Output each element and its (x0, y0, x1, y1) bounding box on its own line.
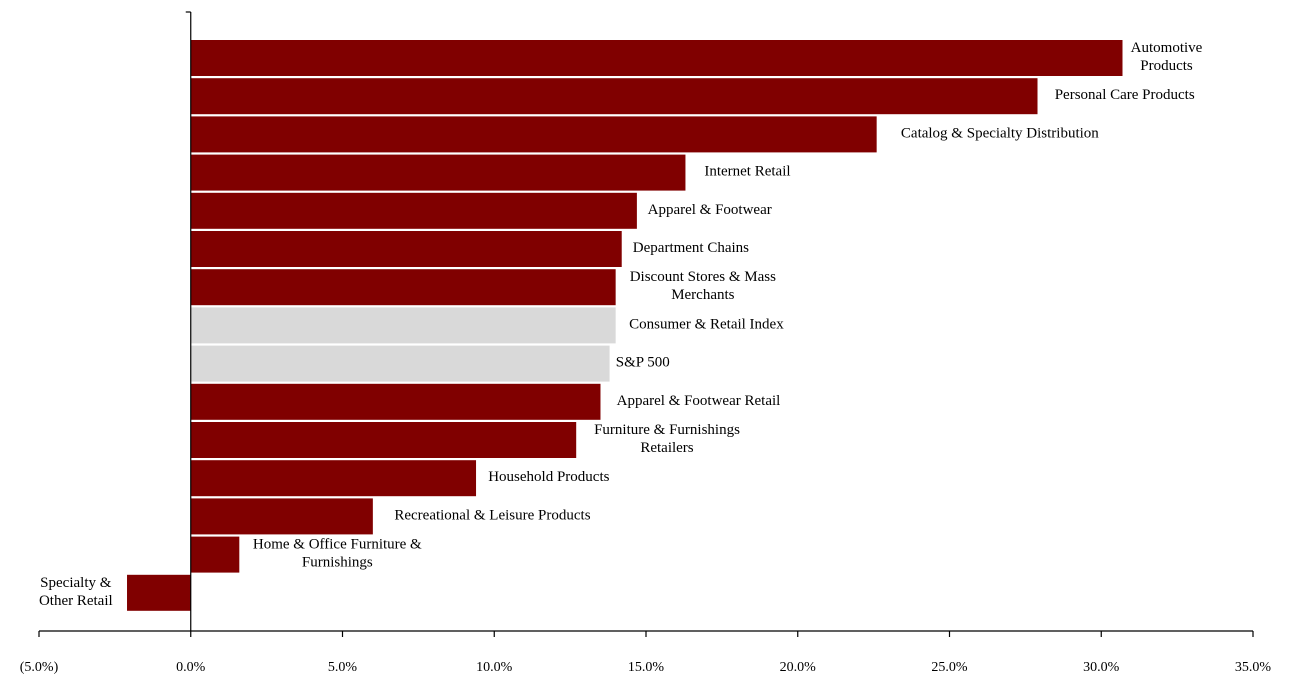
bar-3 (190, 116, 877, 153)
category-label-2: Personal Care Products (1055, 88, 1195, 104)
category-label-9: S&P 500 (616, 355, 670, 371)
x-axis: (5.0%) 0.0% 5.0% 10.0% 15.0% 20.0% 25.0% 30.0% 3… (20, 11, 1272, 675)
x-tick-label-8: 35.0% (1235, 660, 1272, 675)
category-label-8: Consumer & Retail Index (629, 317, 784, 333)
category-label-1: Automotive Products (1131, 40, 1203, 74)
x-tick-label-4: 15.0% (628, 660, 665, 675)
bar-5 (190, 192, 637, 229)
category-label-10: Apparel & Footwear Retail (617, 393, 781, 409)
bar-15 (127, 574, 191, 611)
bar-4 (190, 154, 686, 191)
category-label-6: Department Chains (633, 240, 749, 256)
category-label-4: Internet Retail (704, 164, 790, 180)
x-tick-label-0: (5.0%) (20, 660, 59, 675)
bar-11 (190, 422, 577, 458)
bar-7 (190, 269, 616, 306)
bar-10 (190, 383, 601, 420)
category-label-3: Catalog & Specialty Distribution (901, 126, 1099, 142)
x-tick-label-6: 25.0% (931, 660, 968, 675)
category-label-7: Discount Stores & Mass Merchants (630, 270, 776, 304)
bar-2 (190, 78, 1038, 115)
bars-layer (127, 40, 1123, 611)
x-tick-label-5: 20.0% (780, 660, 817, 675)
x-tick-label-7: 30.0% (1083, 660, 1120, 675)
category-label-15: Specialty & Other Retail (39, 575, 113, 609)
bar-13 (190, 498, 373, 535)
category-labels: Automotive Products Personal Care Products… (39, 40, 1203, 609)
bar-8 (190, 307, 616, 344)
bar-9 (190, 345, 610, 382)
category-label-12: Household Products (488, 470, 609, 486)
x-tick-label-3: 10.0% (476, 660, 513, 675)
bar-12 (190, 460, 477, 497)
category-label-14: Home & Office Furniture & Furnishings (253, 537, 422, 571)
category-label-13: Recreational & Leisure Products (394, 508, 590, 524)
x-tick-label-1: 0.0% (176, 660, 206, 675)
bar-6 (190, 231, 622, 267)
category-label-11: Furniture & Furnishings Retailers (594, 422, 740, 456)
bar-14 (190, 536, 240, 573)
x-tick-label-2: 5.0% (328, 660, 358, 675)
bar-1 (190, 40, 1123, 76)
category-label-5: Apparel & Footwear (648, 202, 772, 218)
